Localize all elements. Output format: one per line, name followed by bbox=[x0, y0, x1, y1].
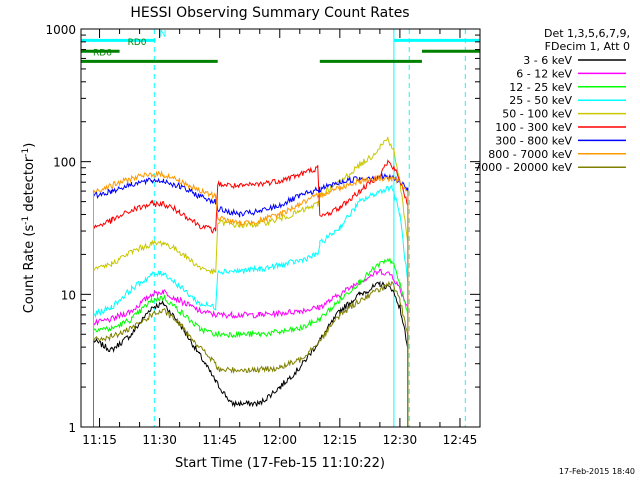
y-tick-layer: 1 10 100 1000 bbox=[45, 23, 480, 435]
y-tick-label-1: 10 bbox=[61, 288, 76, 302]
series-line-7 bbox=[93, 170, 409, 427]
series-line-6 bbox=[93, 172, 409, 427]
x-axis-label: Start Time (17-Feb-15 11:10:22) bbox=[175, 456, 385, 471]
legend: Det 1,3,5,6,7,9, FDecim 1, Att 0 3 - 6 k… bbox=[474, 27, 630, 174]
legend-label-2: 12 - 25 keV bbox=[509, 81, 572, 94]
x-tick-label-0: 11:15 bbox=[82, 433, 117, 447]
series-line-3 bbox=[93, 184, 409, 427]
series-line-0 bbox=[93, 280, 409, 427]
x-tick-label-3: 12:00 bbox=[262, 433, 297, 447]
legend-label-3: 25 - 50 keV bbox=[509, 94, 572, 107]
series-line-5 bbox=[93, 159, 409, 427]
legend-header-line-1: Det 1,3,5,6,7,9, bbox=[544, 27, 630, 40]
x-tick-label-6: 12:45 bbox=[443, 433, 478, 447]
footer-timestamp: 17-Feb-2015 18:40 bbox=[559, 467, 635, 476]
orbit-bar-label-rd0: RD0 bbox=[128, 38, 147, 48]
y-tick-label-3: 1000 bbox=[45, 23, 76, 37]
legend-label-8: 7000 - 20000 keV bbox=[474, 161, 572, 174]
series-line-8 bbox=[93, 280, 409, 427]
y-axis-label: Count Rate (s-1 detector-1) bbox=[21, 143, 37, 314]
series-line-2 bbox=[93, 257, 409, 427]
x-tick-label-2: 11:45 bbox=[202, 433, 237, 447]
plot-frame bbox=[80, 28, 481, 428]
x-tick-label-1: 11:30 bbox=[142, 433, 177, 447]
legend-label-7: 800 - 7000 keV bbox=[488, 148, 572, 161]
series-line-4 bbox=[93, 136, 409, 427]
orbit-bar-label-n: N bbox=[160, 29, 167, 39]
legend-header-line-2: FDecim 1, Att 0 bbox=[545, 40, 630, 53]
legend-label-5: 100 - 300 keV bbox=[495, 121, 572, 134]
x-tick-label-5: 12:30 bbox=[383, 433, 418, 447]
y-tick-label-0: 1 bbox=[68, 421, 76, 435]
x-tick-layer: 11:15 11:30 11:45 12:00 12:15 12:30 12:45 bbox=[82, 29, 481, 447]
plot-layer: N RD0 RD6 bbox=[80, 29, 480, 427]
y-tick-label-2: 100 bbox=[53, 156, 76, 170]
legend-label-1: 6 - 12 keV bbox=[516, 67, 572, 80]
orbit-bar-label-rd6: RD6 bbox=[93, 48, 112, 58]
legend-label-4: 50 - 100 keV bbox=[502, 108, 572, 121]
x-tick-label-4: 12:15 bbox=[323, 433, 358, 447]
legend-label-6: 300 - 800 keV bbox=[495, 134, 572, 147]
chart-title: HESSI Observing Summary Count Rates bbox=[130, 5, 409, 21]
legend-label-0: 3 - 6 keV bbox=[523, 54, 572, 67]
